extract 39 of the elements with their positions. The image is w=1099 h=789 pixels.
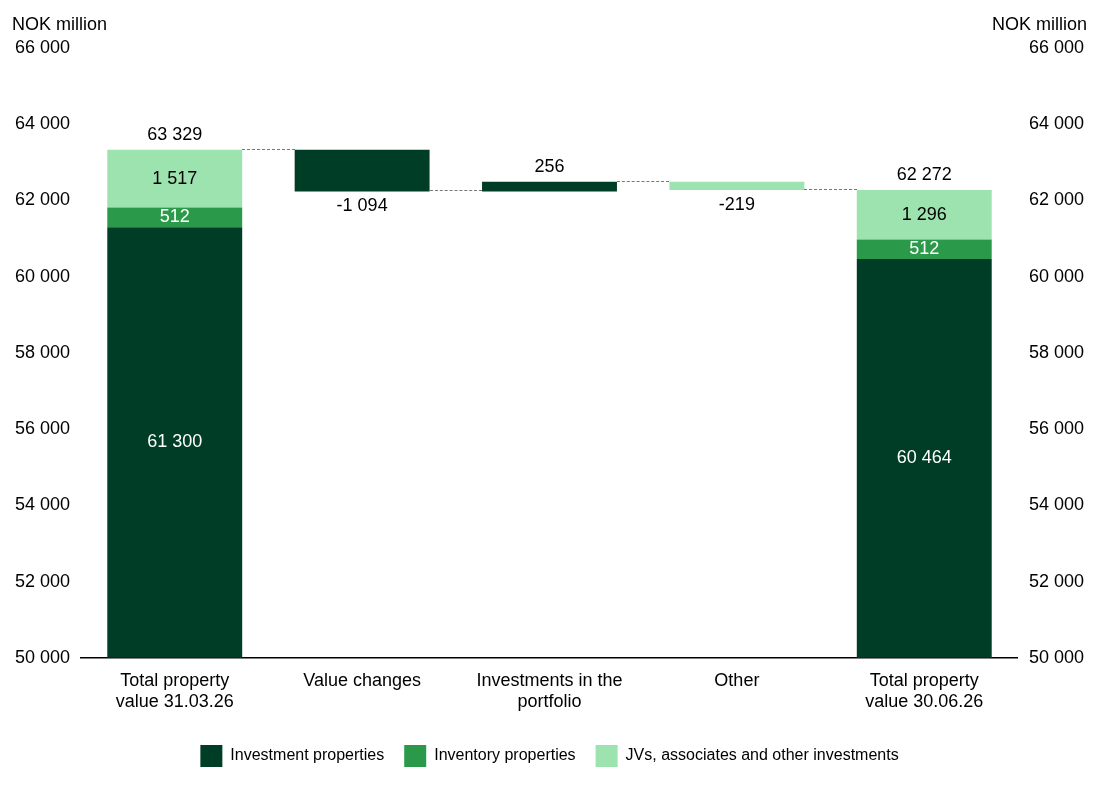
legend-label: Inventory properties bbox=[434, 746, 576, 764]
y2-tick-label: 62 000 bbox=[1028, 189, 1085, 210]
data-label: -219 bbox=[718, 194, 755, 215]
x-tick-label: Total property value 30.06.26 bbox=[865, 669, 984, 712]
y2-tick-label: 66 000 bbox=[1028, 36, 1085, 57]
y2-tick-label: 56 000 bbox=[1028, 418, 1085, 439]
x-tick-label: Investments in the portfolio bbox=[476, 669, 623, 712]
y-tick-label: 56 000 bbox=[14, 418, 71, 439]
data-label: 512 bbox=[909, 238, 940, 259]
y2-tick-label: 58 000 bbox=[1028, 341, 1085, 362]
data-label: 1 296 bbox=[901, 203, 947, 224]
x-tick-label: Value changes bbox=[303, 669, 421, 690]
y2-tick-label: 50 000 bbox=[1028, 646, 1085, 667]
y2-tick-label: 64 000 bbox=[1028, 113, 1085, 134]
y2-tick-label: 60 000 bbox=[1028, 265, 1085, 286]
data-label: 61 300 bbox=[147, 431, 203, 452]
y-tick-label: 60 000 bbox=[14, 265, 71, 286]
y-tick-label: 50 000 bbox=[14, 646, 71, 667]
data-label: 1 517 bbox=[152, 167, 198, 188]
y2-tick-label: 52 000 bbox=[1028, 570, 1085, 591]
total-label: 62 272 bbox=[896, 164, 952, 185]
x-tick-label: Other bbox=[714, 669, 760, 690]
y-tick-label: 66 000 bbox=[14, 36, 71, 57]
y-tick-label: 58 000 bbox=[14, 341, 71, 362]
y-tick-label: 52 000 bbox=[14, 570, 71, 591]
y2-axis-title: NOK million bbox=[991, 13, 1087, 34]
y-tick-label: 54 000 bbox=[14, 494, 71, 515]
data-label: 60 464 bbox=[896, 447, 952, 468]
y2-tick-label: 54 000 bbox=[1028, 494, 1085, 515]
legend-label: Investment properties bbox=[230, 746, 385, 764]
data-label: 256 bbox=[534, 155, 565, 176]
legend-label: JVs, associates and other investments bbox=[625, 746, 899, 764]
y-axis-title: NOK million bbox=[12, 13, 108, 34]
y-tick-label: 64 000 bbox=[14, 113, 71, 134]
data-label: 512 bbox=[159, 206, 190, 227]
data-label: -1 094 bbox=[336, 195, 388, 216]
total-label: 63 329 bbox=[147, 123, 203, 144]
x-tick-label: Total property value 31.03.26 bbox=[115, 669, 234, 712]
y-tick-label: 62 000 bbox=[14, 189, 71, 210]
